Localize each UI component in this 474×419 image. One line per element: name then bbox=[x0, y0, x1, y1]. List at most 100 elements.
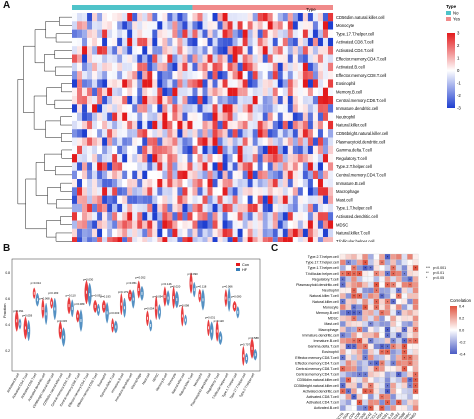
legend-type-title: Type bbox=[446, 4, 457, 9]
corr-cell bbox=[339, 405, 346, 411]
heatmap-cell bbox=[97, 29, 103, 38]
corr-cell bbox=[395, 393, 402, 400]
heatmap-cell bbox=[122, 104, 128, 113]
heatmap-cell bbox=[327, 145, 334, 155]
heatmap-cell bbox=[97, 154, 103, 163]
heatmap-cell bbox=[317, 137, 324, 146]
heatmap-cell bbox=[157, 29, 163, 38]
heatmap-cell bbox=[287, 112, 293, 121]
corr-cell bbox=[390, 332, 397, 339]
violin-box bbox=[94, 304, 96, 308]
heatmap-cell bbox=[237, 54, 243, 63]
heatmap-cell bbox=[307, 187, 313, 196]
heatmap-cell bbox=[277, 120, 283, 130]
corr-sig-mark: * bbox=[348, 261, 350, 265]
heatmap-cell bbox=[117, 137, 123, 146]
dendrogram-branch bbox=[23, 45, 36, 113]
heatmap-cell bbox=[97, 137, 103, 146]
heatmap-cell bbox=[197, 203, 203, 213]
heatmap-cell bbox=[277, 46, 283, 55]
heatmap-cell bbox=[192, 87, 198, 97]
corr-cell bbox=[356, 405, 363, 411]
heatmap-cell bbox=[312, 170, 318, 180]
heatmap-cell bbox=[307, 195, 313, 204]
heatmap-cell bbox=[222, 129, 228, 138]
heatmap-cell bbox=[102, 162, 108, 171]
heatmap-cell bbox=[327, 13, 334, 22]
corr-cell bbox=[351, 321, 357, 327]
corr-col-label: MYD88 bbox=[395, 412, 406, 419]
heatmap-cell bbox=[242, 237, 248, 242]
heatmap-cell bbox=[282, 220, 288, 229]
heatmap-cell bbox=[212, 195, 218, 204]
heatmap-cell bbox=[182, 104, 188, 113]
heatmap-cell bbox=[187, 237, 193, 242]
heatmap-cell bbox=[227, 154, 233, 163]
heatmap-cell bbox=[282, 29, 288, 38]
heatmap-cell bbox=[102, 170, 108, 180]
heatmap-cell bbox=[297, 96, 303, 105]
heatmap-cell bbox=[112, 220, 118, 229]
heatmap-cell bbox=[302, 237, 308, 242]
corr-col-label: CD36 bbox=[358, 412, 367, 419]
heatmap-cell bbox=[217, 87, 223, 97]
heatmap-cell bbox=[182, 46, 188, 55]
heatmap-cell bbox=[172, 87, 178, 97]
heatmap-cell bbox=[322, 220, 329, 229]
heatmap-cell bbox=[282, 104, 288, 113]
heatmap-cell bbox=[107, 54, 113, 63]
corr-sig-mark: * bbox=[387, 272, 389, 276]
heatmap-cell bbox=[137, 195, 143, 204]
corr-cell bbox=[373, 354, 380, 361]
heatmap-cell bbox=[127, 71, 133, 80]
heatmap-cell bbox=[122, 129, 128, 138]
heatmap-cell bbox=[157, 129, 163, 138]
heatmap-cell bbox=[297, 112, 303, 121]
corr-cell bbox=[401, 259, 408, 266]
heatmap-cell bbox=[172, 187, 178, 196]
violin-box bbox=[45, 312, 47, 316]
corr-cell bbox=[390, 326, 397, 333]
heatmap-cell bbox=[327, 228, 334, 238]
heatmap-cell bbox=[157, 104, 163, 113]
heatmap-cell bbox=[207, 46, 213, 55]
corr-sig-mark: * bbox=[365, 390, 367, 394]
corr-cell bbox=[367, 365, 374, 372]
heatmap-cell bbox=[257, 129, 263, 138]
corr-cell bbox=[362, 349, 369, 355]
violin-pvalue: p=0.091 bbox=[13, 309, 24, 313]
heatmap-cell bbox=[247, 21, 253, 30]
dendrogram-branch bbox=[17, 79, 26, 205]
heatmap-cell bbox=[117, 112, 123, 121]
heatmap-cell bbox=[192, 79, 198, 88]
heatmap-cell bbox=[142, 212, 148, 221]
heatmap-cell bbox=[157, 228, 163, 238]
heatmap-cell bbox=[167, 104, 173, 113]
heatmap-cell bbox=[142, 129, 148, 138]
heatmap-cell bbox=[242, 29, 248, 38]
heatmap-cell bbox=[162, 46, 168, 55]
heatmap-cell bbox=[187, 62, 193, 72]
corr-cell bbox=[339, 343, 346, 350]
heatmap-cell bbox=[172, 71, 178, 80]
corr-sig-mark: * bbox=[398, 334, 400, 338]
heatmap-cell bbox=[147, 96, 153, 105]
heatmap-cell bbox=[122, 212, 128, 221]
corr-cell bbox=[345, 315, 352, 322]
heatmap-cell bbox=[247, 145, 253, 155]
heatmap-cell bbox=[202, 212, 208, 221]
heatmap-cell bbox=[287, 21, 293, 30]
heatmap-cell bbox=[152, 37, 158, 47]
heatmap-cell bbox=[102, 220, 108, 229]
heatmap-cell bbox=[232, 170, 238, 180]
heatmap-cell bbox=[72, 120, 78, 130]
heatmap-cell bbox=[207, 29, 213, 38]
heatmap-cell bbox=[162, 79, 168, 88]
heatmap-cell bbox=[297, 228, 303, 238]
corr-sig-mark: * bbox=[342, 283, 344, 287]
corr-cell bbox=[367, 309, 374, 316]
heatmap-cell bbox=[127, 120, 133, 130]
corr-cell bbox=[379, 281, 385, 288]
heatmap-cell bbox=[247, 71, 253, 80]
heatmap-cell bbox=[192, 21, 198, 30]
